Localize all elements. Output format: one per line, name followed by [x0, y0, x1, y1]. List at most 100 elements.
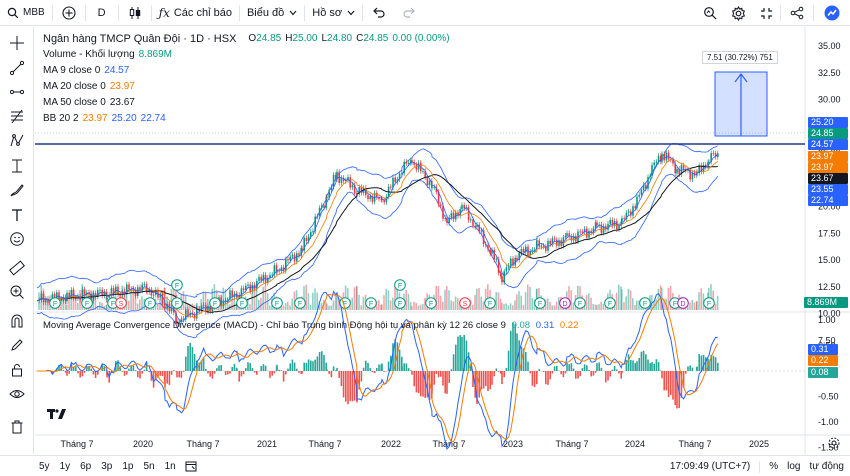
macd-histogram-bar: [415, 371, 418, 393]
quick-search-button[interactable]: [696, 0, 724, 26]
macd-histogram-bar: [620, 371, 622, 379]
candle-body: [307, 236, 310, 242]
macd-histogram-bar: [556, 365, 558, 371]
indicators-button[interactable]: ƒx Các chỉ báo: [152, 0, 239, 26]
candle-body: [312, 231, 314, 232]
macd-histogram-bar: [568, 364, 570, 371]
range-5d[interactable]: 5n: [143, 460, 155, 472]
volume-bar: [618, 284, 620, 310]
macd-histogram-bar: [278, 369, 280, 371]
lock-tool[interactable]: [0, 358, 34, 383]
volume-bar: [94, 298, 97, 310]
scale-settings-icon[interactable]: [828, 437, 840, 449]
candle-body: [667, 152, 670, 160]
candle-body: [403, 161, 405, 174]
ruler-tool[interactable]: [0, 256, 34, 281]
macd-histogram-bar: [660, 370, 662, 371]
fib-tool[interactable]: [0, 105, 34, 130]
draw-mode-tool[interactable]: [0, 333, 34, 358]
time-axis: Tháng 7 2020 Tháng 7 2021 Tháng 7 2022 Tháng 7…: [60, 439, 769, 449]
volume-bar: [700, 288, 702, 310]
symbol-search[interactable]: MBB: [0, 0, 52, 26]
crosshair-tool[interactable]: [0, 31, 34, 56]
macd-histogram-bar: [298, 371, 300, 373]
clock-label[interactable]: 17:09:49 (UTC+7): [669, 461, 751, 472]
delete-tool[interactable]: [0, 415, 34, 440]
candle-body: [520, 248, 523, 254]
macd-histogram-bar: [463, 334, 465, 371]
macd-histogram-bar: [229, 371, 231, 374]
visibility-tool[interactable]: [0, 382, 34, 407]
event-marker-letter: D: [562, 301, 567, 308]
trend-line-tool[interactable]: [0, 56, 34, 81]
projection-tool[interactable]: [0, 154, 34, 179]
range-1m[interactable]: 1p: [122, 460, 134, 472]
macd-histogram-bar: [640, 351, 643, 371]
log-toggle[interactable]: log: [787, 461, 801, 472]
macd-histogram-bar: [205, 368, 207, 371]
settings-button[interactable]: [724, 0, 753, 26]
pattern-tool[interactable]: [0, 129, 34, 154]
smiley-icon: [9, 231, 25, 247]
range-6m[interactable]: 6p: [80, 460, 92, 472]
brand-logo[interactable]: [814, 0, 850, 26]
volume-bar: [235, 303, 238, 310]
range-3m[interactable]: 3p: [101, 460, 113, 472]
volume-bar: [163, 287, 166, 310]
low-label: L: [321, 33, 328, 44]
interval-button[interactable]: D: [86, 0, 118, 26]
candle-body: [70, 289, 73, 297]
candle-body: [231, 290, 233, 298]
candle-body: [583, 228, 586, 232]
macd-histogram-bar: [164, 371, 166, 388]
volume-bar: [553, 305, 556, 310]
candle-body: [301, 248, 303, 251]
tradingview-logo-icon[interactable]: [47, 407, 67, 421]
macd-histogram-bar: [262, 364, 265, 371]
range-1y[interactable]: 1y: [59, 460, 71, 472]
candles-button[interactable]: [119, 0, 151, 26]
legend-ma20-row: MA 20 close 0 23.97: [43, 79, 450, 95]
chart-type-button[interactable]: Biểu đồ: [240, 0, 304, 26]
magnet-tool[interactable]: [0, 309, 34, 334]
horizontal-line-tool[interactable]: [0, 80, 34, 105]
candle-body: [708, 161, 710, 163]
range-1d[interactable]: 1n: [164, 460, 176, 472]
candle-body: [590, 230, 592, 233]
event-marker: [394, 297, 406, 309]
volume-bar: [282, 305, 285, 310]
percent-toggle[interactable]: %: [769, 461, 779, 472]
zoom-in-tool[interactable]: [0, 280, 34, 305]
macd-histogram-bar: [594, 371, 597, 373]
undo-button[interactable]: [363, 0, 394, 26]
candle-body: [289, 256, 291, 261]
plus-circle-icon: [62, 5, 76, 20]
volume-bar: [413, 301, 415, 310]
compare-button[interactable]: [53, 0, 85, 26]
event-marker-letter: F: [240, 301, 244, 308]
volume-bar: [655, 299, 657, 310]
volume-bar: [332, 300, 335, 310]
price-chart-svg[interactable]: 35.0032.5030.0027.5025.0022.5020.0017.50…: [35, 27, 850, 455]
volume-bar: [487, 284, 489, 310]
range-5y[interactable]: 5y: [39, 460, 50, 472]
macd-histogram-bar: [385, 371, 388, 372]
macd-histogram-bar: [705, 357, 707, 371]
macd-histogram-bar: [634, 363, 636, 371]
macd-histogram-bar: [410, 370, 412, 371]
redo-button[interactable]: [394, 0, 425, 26]
chart-area[interactable]: 35.0032.5030.0027.5025.0022.5020.0017.50…: [35, 27, 850, 455]
eye-icon: [9, 386, 25, 402]
candle-body: [482, 230, 485, 245]
profile-button[interactable]: Hồ sơ: [305, 0, 362, 26]
text-tool[interactable]: [0, 203, 34, 228]
candle-body: [440, 204, 442, 206]
volume-bar: [202, 292, 205, 310]
emoji-tool[interactable]: [0, 227, 34, 252]
brush-tool[interactable]: [0, 178, 34, 203]
candle-body: [529, 251, 531, 256]
fullscreen-button[interactable]: [753, 0, 780, 26]
share-button[interactable]: [781, 0, 813, 26]
goto-date-icon[interactable]: [185, 460, 197, 472]
auto-toggle[interactable]: tự động: [809, 461, 845, 472]
